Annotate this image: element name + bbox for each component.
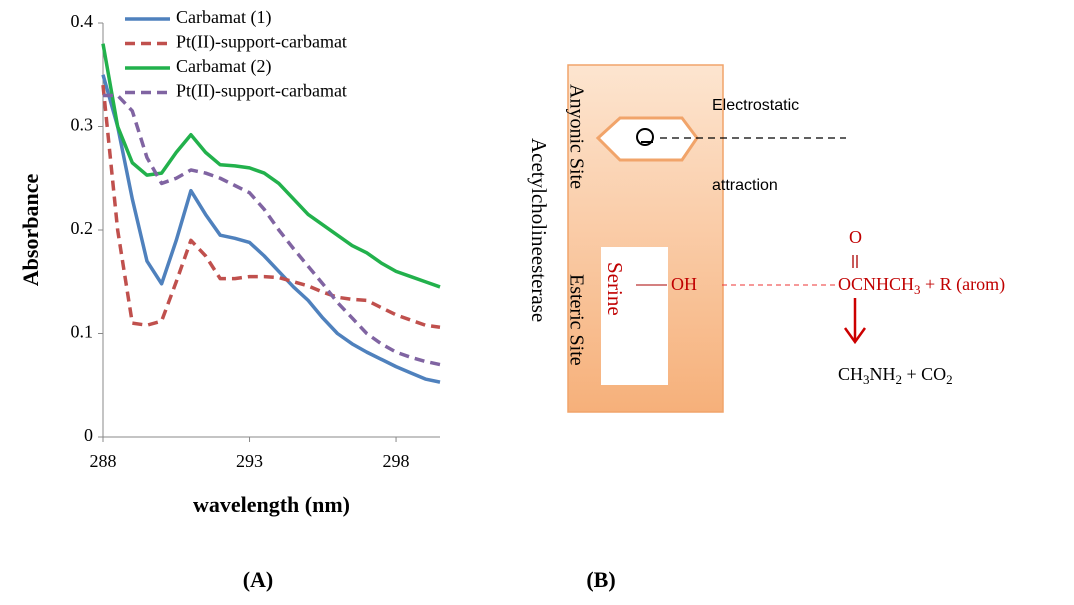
product: CH3NH2 + CO2: [838, 364, 953, 387]
anionic-pocket: [598, 118, 697, 160]
y-tick-label: 0.2: [71, 218, 94, 238]
site-label: Esteric Site: [565, 274, 587, 366]
x-tick-label: 298: [383, 451, 410, 471]
chart: 0 0.1 0.2 0.3 0.4 288 293 298 wavelength (nm) Abs…: [18, 7, 440, 517]
annotation: attraction: [712, 177, 778, 194]
figure: 0 0.1 0.2 0.3 0.4 288 293 298 wavelength (nm) Abs…: [0, 0, 1074, 605]
hydroxyl: OH: [671, 274, 697, 294]
carbonyl: O: [849, 227, 862, 247]
series-line: [103, 85, 440, 327]
y-tick-label: 0.1: [71, 322, 94, 342]
y-tick-label: 0.3: [71, 115, 94, 135]
x-tick-label: 293: [236, 451, 263, 471]
diagram: Acetylcholineesterase Anyonic Site Ester…: [527, 65, 1005, 412]
series-line: [103, 75, 440, 382]
y-tick-label: 0: [84, 425, 93, 445]
panel-label: (A): [243, 567, 274, 592]
annotation: Electrostatic: [712, 97, 799, 114]
y-tick-label: 0.4: [71, 11, 94, 31]
x-axis-title: wavelength (nm): [193, 492, 350, 517]
panel-label: (B): [586, 567, 615, 592]
site-label: Anyonic Site: [565, 84, 587, 189]
legend-label: Carbamat (2): [176, 56, 271, 77]
legend-label: Carbamat (1): [176, 7, 271, 28]
formula-part: NH: [870, 364, 896, 384]
legend-label: Pt(II)-support-carbamat: [176, 81, 347, 102]
formula-part: CH: [838, 364, 863, 384]
serine-label: Serine: [603, 262, 627, 316]
x-tick-label: 288: [90, 451, 117, 471]
subscript: 2: [946, 372, 953, 387]
formula-part: + R (arom): [921, 274, 1006, 295]
reagent: OCNHCH3 + R (arom): [838, 274, 1005, 297]
y-axis-title: Absorbance: [18, 174, 43, 287]
legend-label: Pt(II)-support-carbamat: [176, 32, 347, 53]
formula-part: OCNHCH: [838, 274, 914, 294]
formula-part: + CO: [902, 364, 946, 384]
enzyme-label: Acetylcholineesterase: [527, 138, 551, 322]
